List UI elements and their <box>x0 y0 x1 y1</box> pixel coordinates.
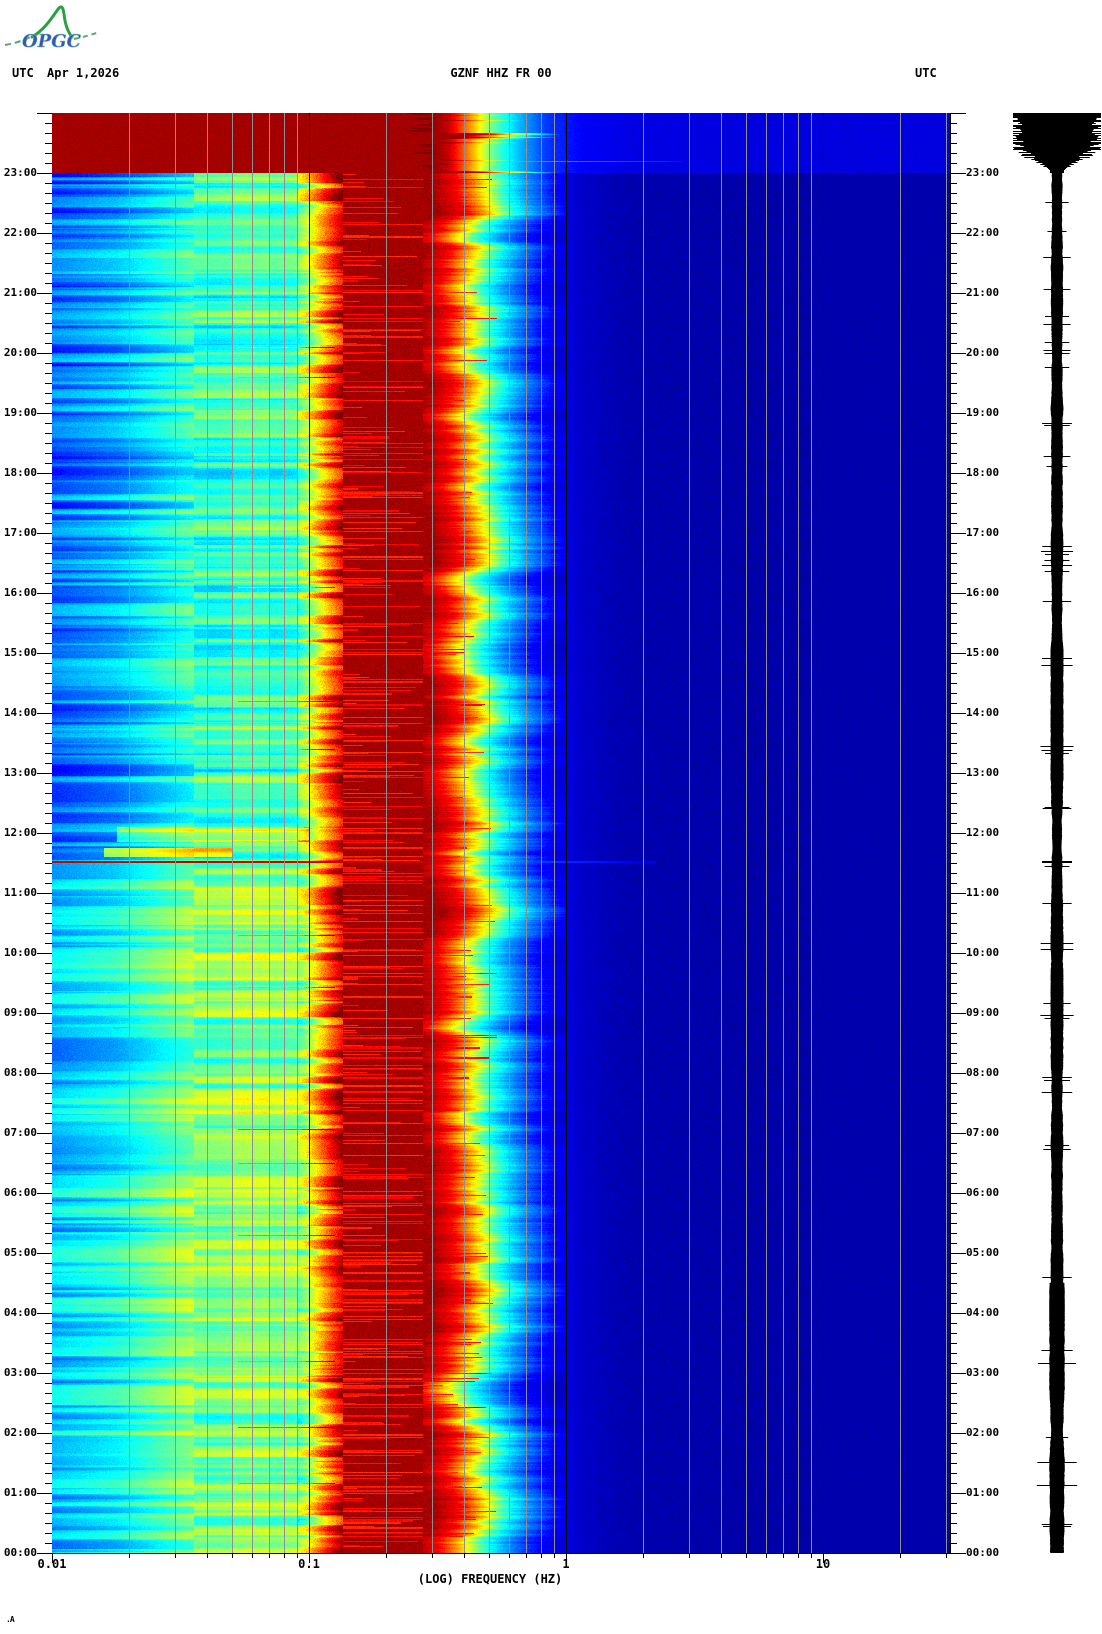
plot-title: GZNF HHZ FR 00 <box>450 66 552 80</box>
logo-text: OPGC <box>22 31 82 52</box>
time-label: 19:00 <box>966 406 1000 419</box>
time-label: 16:00 <box>3 586 37 599</box>
frequency-axis-label: (LOG) FREQUENCY (HZ) <box>417 1572 563 1586</box>
time-label: 21:00 <box>966 286 1000 299</box>
time-label: 23:00 <box>3 166 37 179</box>
time-label: 12:00 <box>3 826 37 839</box>
time-label: 06:00 <box>3 1186 37 1199</box>
time-label: 07:00 <box>966 1126 1000 1139</box>
time-label: 07:00 <box>3 1126 37 1139</box>
time-label: 05:00 <box>966 1246 1000 1259</box>
time-label: 22:00 <box>966 226 1000 239</box>
time-label: 15:00 <box>966 646 1000 659</box>
time-label: 19:00 <box>3 406 37 419</box>
time-label: 11:00 <box>966 886 1000 899</box>
time-label: 23:00 <box>966 166 1000 179</box>
time-label: 13:00 <box>3 766 37 779</box>
time-label: 13:00 <box>966 766 1000 779</box>
time-label: 12:00 <box>966 826 1000 839</box>
logo-mountain <box>30 5 74 39</box>
footnote-mark: .A <box>6 1615 15 1624</box>
time-label: 10:00 <box>966 946 1000 959</box>
time-label: 08:00 <box>966 1066 1000 1079</box>
logo-dash-right <box>73 31 100 40</box>
utc-label-right: UTC <box>915 66 937 80</box>
time-label: 04:00 <box>966 1306 1000 1319</box>
time-label: 02:00 <box>966 1426 1000 1439</box>
time-label: 03:00 <box>966 1366 1000 1379</box>
time-label: 20:00 <box>966 346 1000 359</box>
time-label: 05:00 <box>3 1246 37 1259</box>
time-label: 18:00 <box>966 466 1000 479</box>
time-label: 11:00 <box>3 886 37 899</box>
time-label: 22:00 <box>3 226 37 239</box>
time-label: 20:00 <box>3 346 37 359</box>
time-label: 09:00 <box>3 1006 37 1019</box>
time-label: 02:00 <box>3 1426 37 1439</box>
time-label: 00:00 <box>3 1546 37 1559</box>
time-label: 17:00 <box>966 526 1000 539</box>
time-label: 04:00 <box>3 1306 37 1319</box>
time-label: 00:00 <box>966 1546 1000 1559</box>
freq-tick-label: 1 <box>562 1557 570 1571</box>
freq-tick-label: 0.1 <box>298 1557 320 1571</box>
time-label: 09:00 <box>966 1006 1000 1019</box>
time-label: 17:00 <box>3 526 37 539</box>
time-label: 06:00 <box>966 1186 1000 1199</box>
time-label: 15:00 <box>3 646 37 659</box>
time-label: 18:00 <box>3 466 37 479</box>
date-label: Apr 1,2026 <box>47 66 120 80</box>
time-label: 01:00 <box>966 1486 1000 1499</box>
time-label: 01:00 <box>3 1486 37 1499</box>
seismogram-trace <box>983 105 1102 1560</box>
time-label: 03:00 <box>3 1366 37 1379</box>
utc-label-left: UTC <box>12 66 34 80</box>
time-label: 16:00 <box>966 586 1000 599</box>
spectrogram-heatmap <box>52 113 950 1553</box>
opgc-logo: OPGC <box>2 2 122 58</box>
freq-tick-label: 10 <box>815 1557 831 1571</box>
time-label: 14:00 <box>966 706 1000 719</box>
time-label: 14:00 <box>3 706 37 719</box>
time-label: 21:00 <box>3 286 37 299</box>
time-label: 08:00 <box>3 1066 37 1079</box>
time-label: 10:00 <box>3 946 37 959</box>
freq-tick-label: 0.01 <box>37 1557 67 1571</box>
